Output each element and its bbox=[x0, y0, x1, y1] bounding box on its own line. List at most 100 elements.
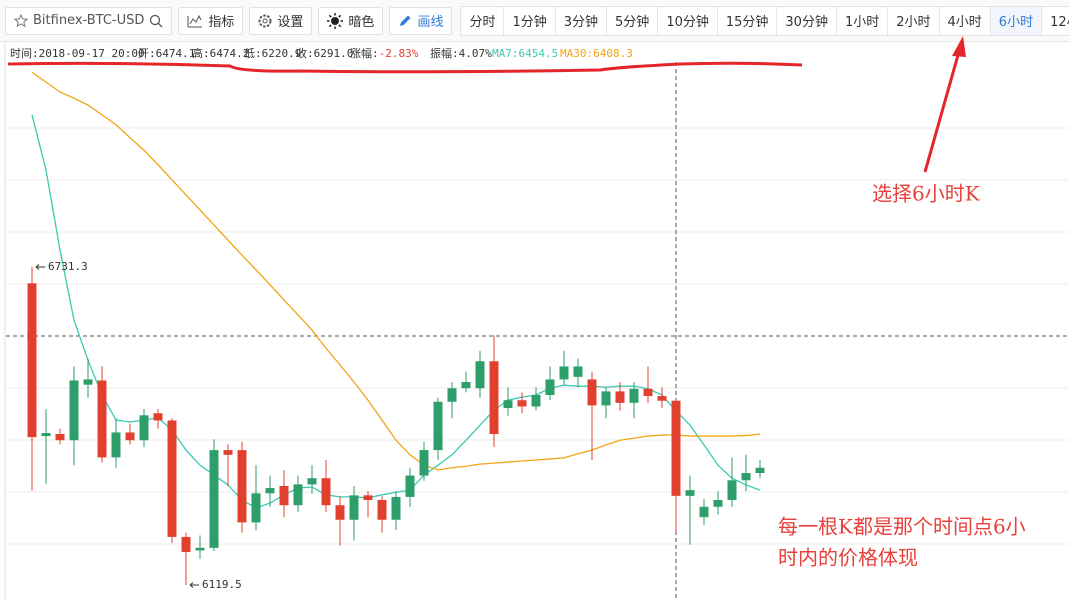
grid bbox=[6, 127, 1069, 545]
candle-body bbox=[279, 485, 289, 506]
info-label: 高: bbox=[192, 46, 210, 60]
info-label: 开: bbox=[138, 47, 156, 60]
candle-body bbox=[727, 480, 737, 501]
candle-body bbox=[461, 382, 471, 389]
candle-body bbox=[391, 496, 401, 520]
symbol-name: Bitfinex-BTC-USD bbox=[33, 13, 145, 28]
draw-icon bbox=[400, 15, 411, 26]
info-item: 高:6474.2 bbox=[192, 46, 249, 60]
info-label: 时间: bbox=[10, 47, 39, 60]
candle-body bbox=[559, 366, 569, 380]
candle-body bbox=[475, 361, 485, 389]
extreme-price-label: 6731.3 bbox=[48, 260, 88, 273]
info-item: 收:6291.0 bbox=[296, 46, 353, 60]
period-tab[interactable]: 15分钟 bbox=[718, 6, 778, 35]
star-icon bbox=[14, 13, 28, 27]
info-label: 收: bbox=[296, 46, 314, 60]
candle-body bbox=[153, 413, 163, 421]
candle-body bbox=[223, 450, 233, 455]
info-item: 低:6220.9 bbox=[244, 47, 301, 60]
candle-body bbox=[41, 432, 51, 437]
info-label: 涨幅: bbox=[350, 47, 379, 60]
candle-body bbox=[517, 400, 527, 407]
candle-body bbox=[615, 391, 625, 403]
info-value: -2.83% bbox=[379, 47, 419, 60]
candle-body bbox=[251, 493, 261, 523]
period-tab[interactable]: 分时 bbox=[461, 6, 505, 35]
candle-note-line: 时内的价格体现 bbox=[778, 546, 918, 570]
candle-body bbox=[237, 450, 247, 523]
candle-body bbox=[307, 478, 317, 485]
candle-body bbox=[657, 396, 667, 401]
candle-body bbox=[503, 400, 513, 409]
tool-button[interactable]: 指标 bbox=[178, 6, 244, 35]
tool-button[interactable]: 设置 bbox=[249, 6, 313, 35]
tool-label: 暗色 bbox=[348, 15, 375, 30]
info-value: 6454.5 bbox=[519, 47, 559, 60]
tool-label: 画线 bbox=[417, 15, 444, 30]
candle-body bbox=[713, 500, 723, 507]
candle-body bbox=[111, 432, 121, 458]
info-label: MA7: bbox=[492, 47, 519, 60]
candle-body bbox=[671, 400, 681, 496]
search-icon bbox=[150, 14, 163, 27]
info-item: 时间:2018-09-17 20:00 bbox=[10, 47, 145, 60]
candle-body bbox=[139, 415, 149, 441]
info-item: 开:6474.1 bbox=[138, 47, 195, 60]
price-arrow bbox=[35, 264, 45, 270]
info-value: 6408.3 bbox=[593, 47, 633, 60]
candle-body bbox=[489, 361, 499, 435]
period-note: 选择6小时K bbox=[872, 182, 981, 206]
info-label: 振幅: bbox=[430, 46, 459, 60]
candle-body bbox=[601, 391, 611, 406]
candle-body bbox=[83, 379, 93, 385]
period-tab[interactable]: 10分钟 bbox=[658, 6, 718, 35]
candle-body bbox=[447, 388, 457, 402]
tool-label: 指标 bbox=[208, 15, 235, 30]
info-label: MA30: bbox=[560, 47, 593, 60]
moving-average-line bbox=[31, 114, 761, 509]
tool-button[interactable]: 暗色 bbox=[318, 6, 384, 35]
candle-body bbox=[209, 450, 219, 548]
period-tab[interactable]: 5分钟 bbox=[607, 6, 659, 35]
settings-icon bbox=[258, 14, 272, 27]
info-value: 2018-09-17 20:00 bbox=[39, 47, 145, 60]
period-tab[interactable]: 4小时 bbox=[940, 6, 991, 35]
info-item: 振幅:4.07% bbox=[430, 46, 492, 60]
info-item: MA30:6408.3 bbox=[560, 47, 633, 60]
candle-body bbox=[195, 547, 205, 551]
candle-body bbox=[699, 506, 709, 518]
candle-body bbox=[363, 495, 373, 501]
period-tab[interactable]: 1分钟 bbox=[504, 6, 556, 35]
candle-body bbox=[587, 379, 597, 406]
tool-label: 设置 bbox=[277, 15, 304, 30]
candle-body bbox=[167, 420, 177, 537]
candle-body bbox=[97, 380, 107, 458]
candle-body bbox=[531, 395, 541, 407]
info-value: 6474.1 bbox=[156, 47, 196, 60]
candle-body bbox=[69, 380, 79, 441]
period-tab[interactable]: 30分钟 bbox=[777, 6, 837, 35]
indicator-icon bbox=[187, 14, 203, 27]
arrow-head bbox=[952, 36, 966, 57]
candle-body bbox=[419, 450, 429, 476]
period-tab[interactable]: 1小时 bbox=[837, 6, 889, 35]
candle-body bbox=[629, 388, 639, 403]
candle-body bbox=[321, 478, 331, 506]
period-tab[interactable]: 6小时 bbox=[990, 6, 1043, 35]
period-tab[interactable]: 12小时 bbox=[1042, 7, 1069, 35]
info-label: 低: bbox=[244, 47, 262, 60]
candle-body bbox=[405, 475, 415, 497]
candle-body bbox=[125, 432, 135, 441]
candle-body bbox=[349, 495, 359, 520]
tool-button[interactable]: 画线 bbox=[389, 6, 453, 35]
period-tab[interactable]: 2小时 bbox=[888, 6, 940, 35]
info-bar: 时间:2018-09-17 20:00开:6474.1高:6474.2低:622… bbox=[10, 46, 633, 60]
info-value: 6474.2 bbox=[210, 47, 250, 60]
candle-body bbox=[293, 484, 303, 506]
symbol-search[interactable]: Bitfinex-BTC-USD bbox=[5, 6, 173, 35]
period-tab[interactable]: 3分钟 bbox=[556, 6, 608, 35]
